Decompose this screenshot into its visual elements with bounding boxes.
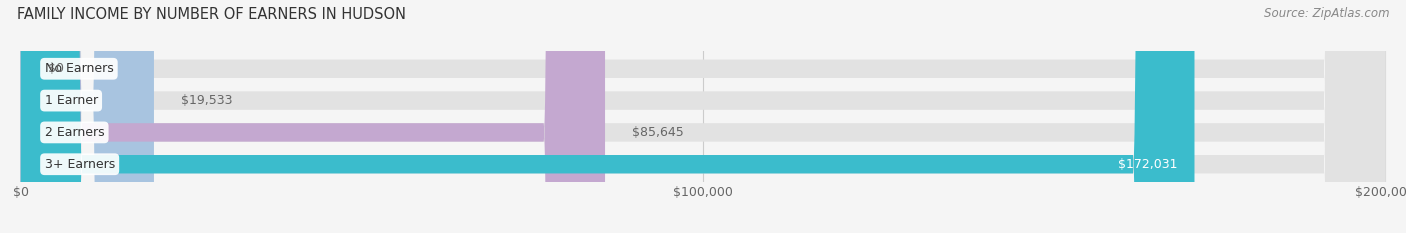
Text: $172,031: $172,031 <box>1118 158 1177 171</box>
Text: 2 Earners: 2 Earners <box>45 126 104 139</box>
FancyBboxPatch shape <box>21 0 1195 233</box>
Text: 1 Earner: 1 Earner <box>45 94 97 107</box>
FancyBboxPatch shape <box>21 0 153 233</box>
Text: Source: ZipAtlas.com: Source: ZipAtlas.com <box>1264 7 1389 20</box>
Text: 3+ Earners: 3+ Earners <box>45 158 115 171</box>
FancyBboxPatch shape <box>21 0 1385 233</box>
FancyBboxPatch shape <box>21 0 1385 233</box>
Text: $19,533: $19,533 <box>181 94 233 107</box>
FancyBboxPatch shape <box>21 0 605 233</box>
Text: No Earners: No Earners <box>45 62 114 75</box>
FancyBboxPatch shape <box>21 0 1385 233</box>
Text: FAMILY INCOME BY NUMBER OF EARNERS IN HUDSON: FAMILY INCOME BY NUMBER OF EARNERS IN HU… <box>17 7 406 22</box>
FancyBboxPatch shape <box>21 0 1385 233</box>
Text: $85,645: $85,645 <box>633 126 685 139</box>
Text: $0: $0 <box>48 62 63 75</box>
